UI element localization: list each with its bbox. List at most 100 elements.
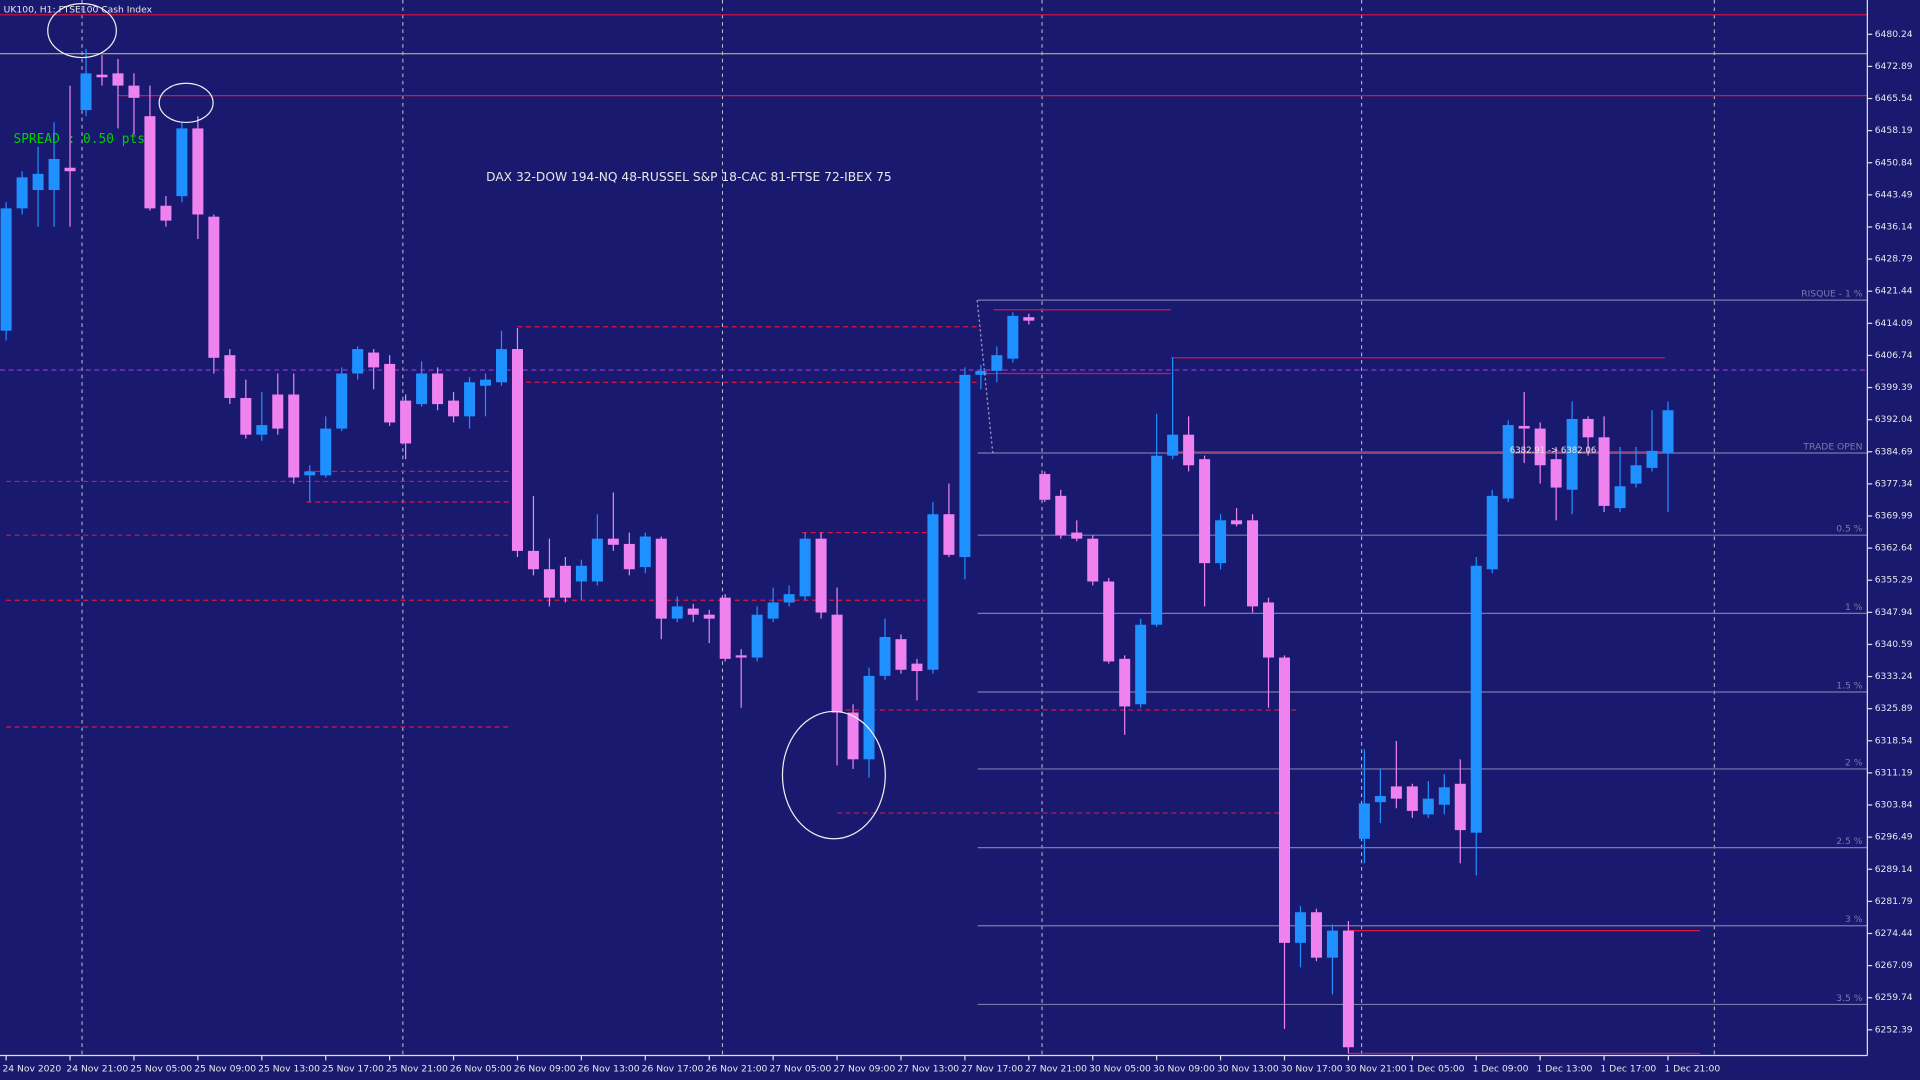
- candle-body: [1023, 317, 1035, 321]
- candle-body: [959, 374, 971, 558]
- candle-body: [1342, 930, 1354, 1048]
- y-tick-label: 6450.84: [1875, 157, 1913, 168]
- candle-body: [336, 373, 348, 429]
- trade-note: 6382.91 -> 6382.06: [1510, 446, 1597, 456]
- x-tick-label: 27 Nov 09:00: [833, 1063, 895, 1074]
- levels: RISQUE - 1 % TRADE OPEN 0.5 % 1 % 1.5 % 2 % 2.…: [0, 14, 1868, 1054]
- candle-body: [735, 655, 747, 658]
- y-tick-label: 6259.74: [1875, 992, 1913, 1003]
- candle-body: [80, 73, 92, 111]
- level-label: 2 %: [1845, 757, 1863, 768]
- y-tick-label: 6274.44: [1875, 928, 1913, 939]
- candle-body: [1534, 428, 1546, 466]
- candle-body: [208, 216, 220, 358]
- candle-body: [1135, 624, 1147, 705]
- y-tick-label: 6347.94: [1875, 607, 1913, 618]
- ellipse: [781, 710, 886, 840]
- candle-body: [1502, 425, 1514, 499]
- candle-body: [1039, 474, 1051, 500]
- level-label: 0.5 %: [1836, 524, 1863, 535]
- candle-body: [96, 74, 108, 78]
- x-tick-label: 27 Nov 21:00: [1025, 1063, 1087, 1074]
- candle-body: [320, 428, 332, 476]
- y-tick-label: 6406.74: [1875, 350, 1913, 361]
- y-tick-label: 6303.84: [1875, 800, 1913, 811]
- candle-body: [224, 355, 236, 398]
- y-tick-label: 6443.49: [1875, 189, 1913, 200]
- ellipse: [158, 82, 214, 124]
- candle-body: [1470, 565, 1482, 833]
- level-label: 3.5 %: [1836, 993, 1863, 1004]
- y-tick-label: 6465.54: [1875, 93, 1913, 104]
- candle-body: [1406, 786, 1418, 811]
- candle-body: [879, 636, 891, 676]
- candle-body: [815, 538, 827, 613]
- x-tick-label: 25 Nov 09:00: [194, 1063, 256, 1074]
- candle-body: [1566, 418, 1578, 490]
- y-tick-label: 6421.44: [1875, 286, 1913, 297]
- candle-body: [384, 363, 396, 423]
- level-label: RISQUE - 1 %: [1801, 288, 1863, 299]
- x-tick-label: 30 Nov 21:00: [1345, 1063, 1407, 1074]
- x-tick-label: 30 Nov 17:00: [1281, 1063, 1343, 1074]
- candle-body: [943, 514, 955, 555]
- candle-body: [719, 597, 731, 659]
- candle-body: [1167, 434, 1179, 456]
- candle-body: [1007, 315, 1019, 359]
- x-tick-label: 30 Nov 13:00: [1217, 1063, 1279, 1074]
- candle-body: [623, 543, 635, 570]
- x-tick-label: 30 Nov 09:00: [1153, 1063, 1215, 1074]
- candle-body: [911, 663, 923, 672]
- candle-body: [495, 349, 507, 383]
- candle-body: [1278, 657, 1290, 943]
- candle-body: [240, 397, 252, 435]
- candle-body: [527, 550, 539, 570]
- candle-body: [559, 565, 571, 598]
- candle-body: [1550, 459, 1562, 488]
- candle-body: [32, 173, 44, 191]
- candle-body: [511, 349, 523, 551]
- candle-body: [847, 712, 859, 760]
- candle-body: [687, 608, 699, 615]
- candle-body: [368, 352, 380, 368]
- candle-body: [176, 128, 188, 197]
- candle-body: [64, 167, 76, 172]
- candle-body: [1119, 658, 1131, 707]
- y-tick-label: 6289.14: [1875, 864, 1913, 875]
- y-tick-label: 6384.69: [1875, 446, 1913, 457]
- y-tick-label: 6318.54: [1875, 735, 1913, 746]
- y-tick-label: 6458.19: [1875, 125, 1913, 136]
- x-tick-label: 1 Dec 13:00: [1536, 1063, 1592, 1074]
- y-tick-label: 6414.09: [1875, 318, 1913, 329]
- candle-body: [1518, 425, 1530, 429]
- candle-body: [1662, 410, 1674, 454]
- candle-body: [272, 394, 284, 429]
- candle-body: [1422, 798, 1434, 815]
- candle-body: [48, 158, 60, 191]
- candle-body: [304, 471, 316, 476]
- candle-body: [464, 382, 476, 417]
- candle-body: [655, 538, 667, 619]
- x-tick-label: 25 Nov 21:00: [386, 1063, 448, 1074]
- x-tick-label: 25 Nov 05:00: [130, 1063, 192, 1074]
- x-tick-label: 1 Dec 17:00: [1600, 1063, 1656, 1074]
- candle-body: [448, 400, 460, 417]
- candle-body: [16, 177, 28, 209]
- candle-body: [799, 538, 811, 597]
- candle-body: [767, 602, 779, 619]
- y-tick-label: 6392.04: [1875, 414, 1913, 425]
- spread-label: SPREAD : 0.50 pts: [13, 132, 144, 147]
- candle-body: [432, 373, 444, 405]
- candle-body: [288, 394, 300, 478]
- x-tick-label: 26 Nov 17:00: [642, 1063, 704, 1074]
- candle-body: [1247, 520, 1259, 607]
- candle-body: [256, 425, 268, 435]
- y-tick-label: 6355.29: [1875, 575, 1913, 586]
- candle-body: [751, 614, 763, 658]
- y-tick-label: 6369.99: [1875, 511, 1913, 522]
- x-tick-label: 26 Nov 09:00: [514, 1063, 576, 1074]
- candle-body: [1598, 437, 1610, 506]
- x-tick-label: 26 Nov 05:00: [450, 1063, 512, 1074]
- y-tick-label: 6281.79: [1875, 896, 1913, 907]
